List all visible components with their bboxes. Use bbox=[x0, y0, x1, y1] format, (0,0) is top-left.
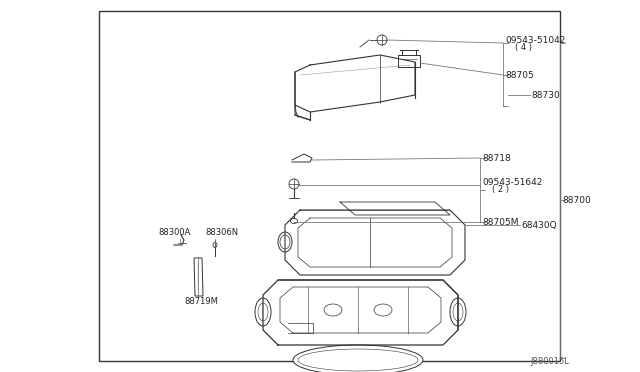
Ellipse shape bbox=[255, 298, 271, 326]
Text: 88718: 88718 bbox=[482, 154, 511, 163]
Ellipse shape bbox=[450, 298, 466, 326]
Text: 68430Q: 68430Q bbox=[521, 221, 557, 230]
Text: 88719M: 88719M bbox=[184, 298, 218, 307]
Bar bbox=[99, 11, 560, 361]
Text: 88705M: 88705M bbox=[482, 218, 518, 227]
Text: 88300A: 88300A bbox=[158, 228, 190, 237]
Text: 88730: 88730 bbox=[531, 90, 560, 99]
Ellipse shape bbox=[293, 345, 423, 372]
Text: ( 4 ): ( 4 ) bbox=[515, 42, 532, 51]
Text: 88700: 88700 bbox=[562, 196, 591, 205]
Text: ( 2 ): ( 2 ) bbox=[492, 185, 509, 193]
Text: 88705: 88705 bbox=[505, 71, 534, 80]
Text: 09543-51642: 09543-51642 bbox=[482, 177, 542, 186]
Ellipse shape bbox=[278, 232, 292, 252]
Text: 88306N: 88306N bbox=[205, 228, 238, 237]
Text: 09543-51042: 09543-51042 bbox=[505, 35, 565, 45]
Text: J880015L: J880015L bbox=[530, 357, 569, 366]
